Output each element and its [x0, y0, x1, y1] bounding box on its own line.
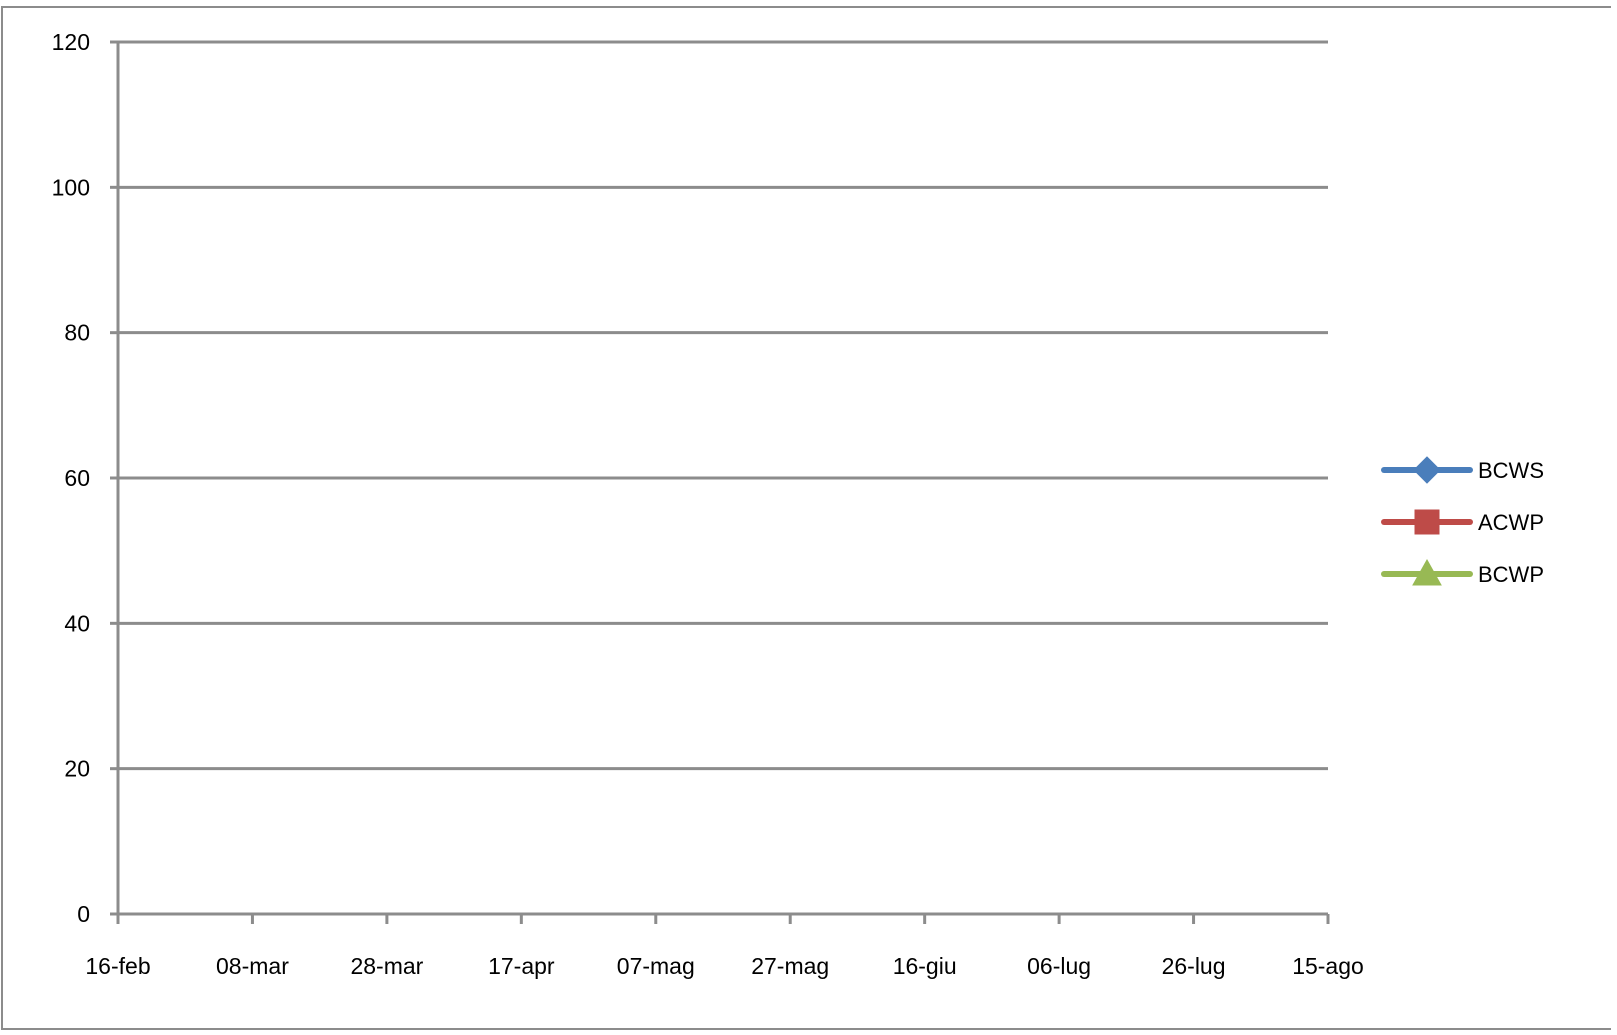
legend: BCWS ACWP BCWP	[1381, 456, 1544, 587]
y-tick-label: 120	[52, 29, 90, 55]
legend-label: BCWP	[1478, 562, 1544, 587]
y-tick-label: 40	[64, 610, 90, 636]
legend-label: BCWS	[1478, 458, 1544, 483]
triangle-marker-icon	[1412, 558, 1442, 586]
x-axis-ticks: 16-feb 08-mar 28-mar 17-apr 07-mag 27-mag 16-g…	[85, 914, 1364, 979]
x-tick-label: 07-mag	[617, 953, 695, 979]
legend-item-acwp: ACWP	[1381, 509, 1544, 535]
x-tick-label: 17-apr	[488, 953, 555, 979]
y-tick-label: 20	[64, 756, 90, 782]
x-tick-label: 16-feb	[85, 953, 150, 979]
x-tick-label: 16-giu	[893, 953, 957, 979]
square-marker-icon	[1414, 509, 1440, 535]
legend-item-bcws: BCWS	[1381, 456, 1544, 484]
y-axis-ticks: 0 20 40 60 80 100 120	[52, 29, 118, 927]
x-tick-label: 06-lug	[1027, 953, 1091, 979]
x-tick-label: 08-mar	[216, 953, 289, 979]
x-tick-label: 26-lug	[1162, 953, 1226, 979]
x-tick-label: 28-mar	[350, 953, 423, 979]
legend-item-bcwp: BCWP	[1381, 558, 1544, 587]
chart-frame	[1, 6, 1611, 1030]
y-tick-label: 80	[64, 320, 90, 346]
y-tick-label: 0	[77, 901, 90, 927]
gridlines	[118, 40, 1328, 771]
y-tick-label: 100	[52, 174, 90, 200]
x-tick-label: 27-mag	[751, 953, 829, 979]
diamond-marker-icon	[1413, 456, 1441, 484]
legend-label: ACWP	[1478, 510, 1544, 535]
x-tick-label: 15-ago	[1292, 953, 1364, 979]
y-tick-label: 60	[64, 465, 90, 491]
